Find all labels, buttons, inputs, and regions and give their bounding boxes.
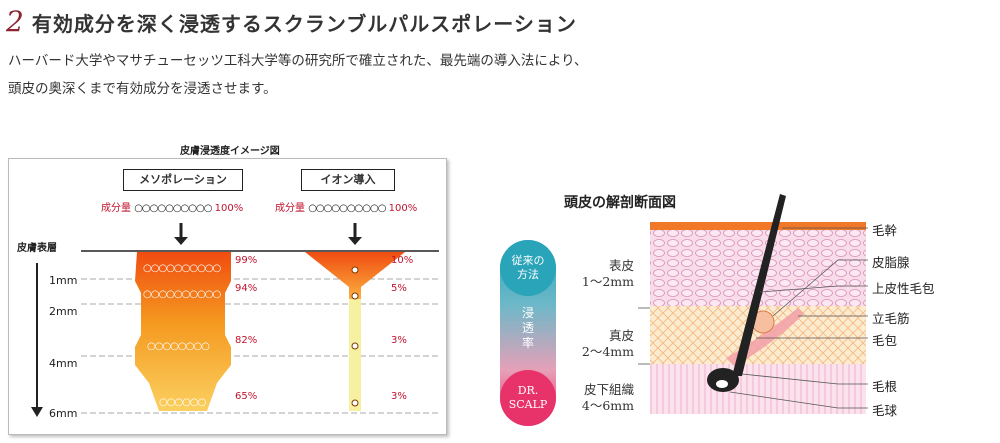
callout-line xyxy=(772,259,868,317)
meso-percent-1mm: 99% xyxy=(235,255,258,266)
pill-bottom-line2: SCALP xyxy=(508,398,548,411)
callout-hair-root: 毛根 xyxy=(872,379,898,394)
pill-top-line2: 方法 xyxy=(517,268,539,281)
penetration-figure-title: 皮膚浸透度イメージ図 xyxy=(180,146,280,157)
penetration-diagram xyxy=(31,223,439,417)
meso-method-label: メソポレーション xyxy=(123,169,243,191)
callout-line xyxy=(729,391,868,409)
callout-hair-follicle: 毛包 xyxy=(872,333,898,348)
layer-dermis: 真皮 2〜4mm xyxy=(581,328,634,359)
ingredient-label: 成分量 xyxy=(101,203,131,214)
hair-shaft xyxy=(732,194,786,376)
subcutaneous-layer xyxy=(650,364,866,414)
penetration-rate-pill: 従来の 方法 浸透率 DR. SCALP xyxy=(500,240,556,426)
meso-dots-2mm: ○○○○○○○○○○ xyxy=(143,289,221,300)
callout-epithelial-follicle: 上皮性毛包 xyxy=(872,281,935,296)
ion-percent-1mm: 10% xyxy=(391,255,414,266)
pill-top-line1: 従来の xyxy=(511,254,545,267)
depth-label-4mm: 4mm xyxy=(49,357,78,370)
penetration-figure-frame: メソポレーション イオン導入 成分量 ○○○○○○○○○○ 100% 成分量 ○… xyxy=(8,158,447,435)
callout-arrector-muscle: 立毛筋 xyxy=(872,311,910,326)
anatomy-figure-title: 頭皮の解剖断面図 xyxy=(564,195,676,211)
meso-dots-6mm: ○○○○○○ xyxy=(159,397,206,408)
ion-percent-4mm: 3% xyxy=(391,335,407,346)
ion-penetration-column xyxy=(349,299,361,411)
pill-penetration-label: 浸透率 xyxy=(521,306,534,350)
depth-label-2mm: 2mm xyxy=(49,305,78,318)
ion-dot xyxy=(351,292,359,300)
ion-percent-2mm: 5% xyxy=(391,283,407,294)
scalp-cross-section xyxy=(638,194,868,414)
meso-percent-6mm: 65% xyxy=(235,391,258,402)
ion-dot xyxy=(351,399,359,407)
callout-line xyxy=(741,373,868,385)
pill-bottom-line1: DR. xyxy=(517,384,539,397)
hair-papilla xyxy=(716,380,728,388)
skin-penetration-figure: 皮膚浸透度イメージ図 xyxy=(8,130,448,435)
ingredient-full-percent: 100% xyxy=(214,203,244,214)
scalp-anatomy-figure: 頭皮の解剖断面図 従来の 方法 浸透率 DR. SCALP 表皮 1〜2mm 真皮 2〜… xyxy=(498,188,998,443)
callout-sebaceous-gland: 皮脂腺 xyxy=(872,255,910,270)
description-line-1: ハーバード大学やマサチューセッツ工科大学等の研究所で確立された、最先端の導入法に… xyxy=(8,53,588,69)
skin-surface-label: 皮膚表層 xyxy=(17,243,57,254)
hair-bulb xyxy=(707,368,739,392)
section-heading: 2 有効成分を深く浸透するスクランブルパルスポレーション xyxy=(6,4,577,38)
ion-percent-6mm: 3% xyxy=(391,391,407,402)
callout-hair-shaft: 毛幹 xyxy=(872,223,898,238)
layer-epidermis: 表皮 1〜2mm xyxy=(581,258,634,289)
section-number: 2 xyxy=(6,5,24,38)
pill-drscalp-cap: DR. SCALP xyxy=(500,370,556,426)
pill-conventional-cap: 従来の 方法 xyxy=(500,240,556,296)
ion-method-label: イオン導入 xyxy=(301,169,395,191)
ion-dot xyxy=(351,342,359,350)
meso-percent-4mm: 82% xyxy=(235,335,258,346)
depth-label-6mm: 6mm xyxy=(49,407,78,420)
ingredient-dots: ○○○○○○○○○○ xyxy=(134,203,212,214)
ion-penetration-funnel xyxy=(305,252,405,299)
skin-top-band xyxy=(650,222,866,230)
meso-dots-1mm: ○○○○○○○○○○ xyxy=(143,263,221,274)
meso-dots-4mm: ○○○○○○○○ xyxy=(147,341,210,352)
meso-penetration-shape xyxy=(135,252,231,411)
ingredient-full-percent: 100% xyxy=(388,203,418,214)
meso-down-arrow-head xyxy=(174,237,188,245)
section-title: 有効成分を深く浸透するスクランブルパルスポレーション xyxy=(31,12,577,36)
ingredient-dots: ○○○○○○○○○○ xyxy=(308,203,386,214)
meso-percent-2mm: 94% xyxy=(235,283,258,294)
depth-arrow-head xyxy=(31,407,43,417)
ion-down-arrow-head xyxy=(348,237,362,245)
ion-dot xyxy=(351,266,359,274)
meso-ingredient-row: 成分量 ○○○○○○○○○○ 100% xyxy=(101,199,243,214)
callout-hair-bulb: 毛球 xyxy=(872,403,898,418)
callout-line xyxy=(759,285,868,293)
ingredient-label: 成分量 xyxy=(275,203,305,214)
ion-ingredient-row: 成分量 ○○○○○○○○○○ 100% xyxy=(275,199,417,214)
layer-subcutaneous: 皮下組織 4〜6mm xyxy=(581,382,634,413)
description-line-2: 頭皮の奥深くまで有効成分を浸透させます。 xyxy=(8,81,277,97)
depth-label-1mm: 1mm xyxy=(49,274,78,287)
